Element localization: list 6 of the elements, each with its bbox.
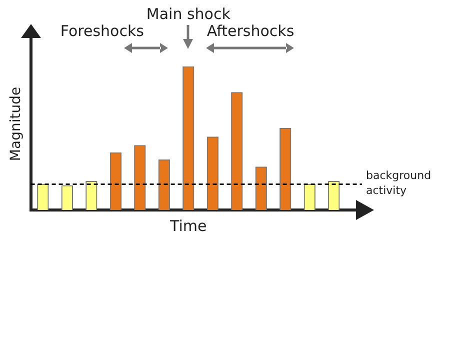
text: Aftershocks (206, 22, 294, 40)
x-axis-title: Time (169, 216, 207, 235)
text: Foreshocks (60, 22, 144, 40)
ref-line-label: background activity (366, 169, 432, 198)
y-axis-title: Magnitude (8, 86, 24, 162)
text: Main shock (146, 5, 230, 23)
